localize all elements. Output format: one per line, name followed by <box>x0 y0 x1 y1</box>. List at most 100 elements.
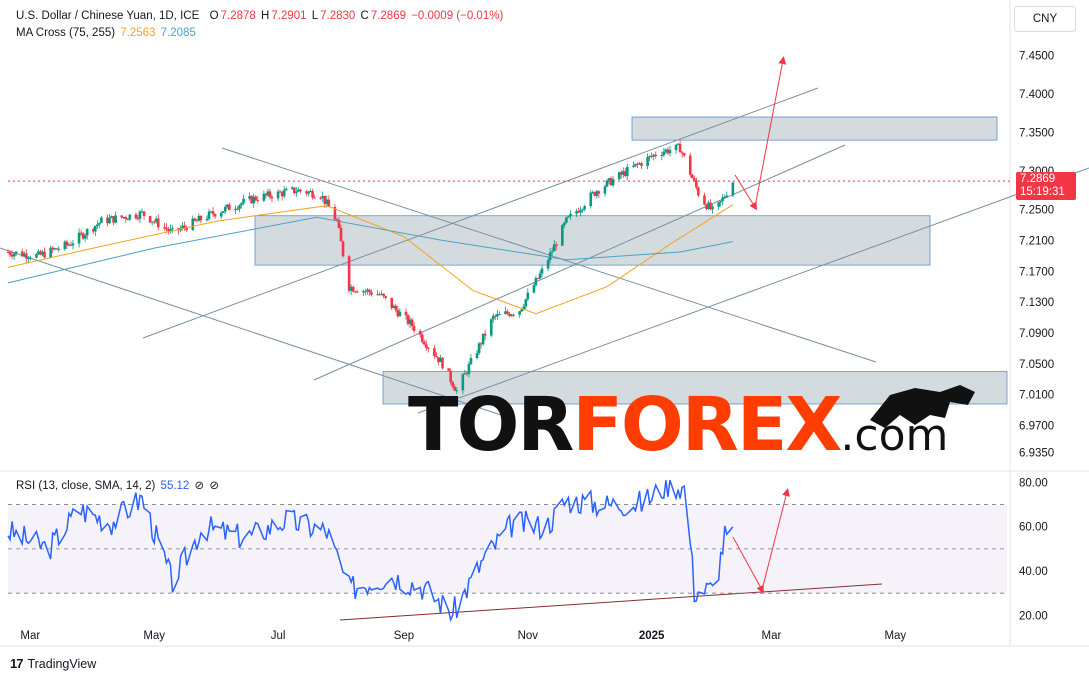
candle-body <box>299 189 302 192</box>
price-tick-2: 7.3500 <box>1019 127 1054 139</box>
candle-body <box>435 355 438 358</box>
candle-body <box>565 217 568 223</box>
time-tick-6: Mar <box>762 630 782 642</box>
candle-body <box>707 202 710 209</box>
candle-body <box>420 334 424 342</box>
candle-body <box>276 191 280 199</box>
rsi-header: RSI (13, close, SMA, 14, 2) 55.12 ⊘ ⊘ <box>16 478 221 492</box>
watermark-part2: FOREX <box>572 382 842 468</box>
candle-body <box>63 241 67 249</box>
candle-body <box>154 218 158 222</box>
rsi-line <box>7 479 734 623</box>
currency-button[interactable]: CNY <box>1014 6 1076 32</box>
candle-body <box>193 218 197 221</box>
time-tick-0: Mar <box>20 630 40 642</box>
candle-body <box>284 188 288 191</box>
candle-body <box>120 215 124 218</box>
candle-body <box>475 353 479 359</box>
candle-body <box>532 285 536 293</box>
ma75-value: 7.2563 <box>120 27 156 39</box>
candle-body <box>705 204 708 209</box>
candle-body <box>236 208 239 210</box>
candle-body <box>498 314 501 316</box>
candle-body <box>453 386 457 391</box>
candle-body <box>447 368 450 371</box>
candle-body <box>362 291 365 293</box>
candle-body <box>688 155 692 175</box>
trend-line-0 <box>0 247 511 419</box>
price-tick-7: 7.1300 <box>1019 297 1054 309</box>
rsi-value: 55.12 <box>160 480 190 492</box>
candle-body <box>282 190 286 197</box>
time-tick-7: May <box>884 630 906 642</box>
rsi-tick-3: 20.00 <box>1019 610 1048 622</box>
candle-body <box>504 311 507 315</box>
candle-body <box>211 211 215 215</box>
candle-body <box>703 195 706 205</box>
candle-body <box>295 191 298 194</box>
candle-body <box>156 218 160 228</box>
candle-body <box>171 228 174 230</box>
candle-body <box>264 193 268 196</box>
candle-body <box>225 204 229 207</box>
price-tick-8: 7.0900 <box>1019 328 1054 340</box>
candle-body <box>43 251 46 258</box>
candle-body <box>256 200 260 202</box>
candle-body <box>449 370 452 382</box>
candle-body <box>441 357 444 369</box>
candle-body <box>148 216 152 223</box>
candle-body <box>250 196 253 204</box>
time-tick-4: Nov <box>518 630 539 642</box>
candle-body <box>126 219 130 221</box>
candle-body <box>611 179 615 186</box>
time-tick-3: Sep <box>394 630 414 642</box>
candle-body <box>617 172 621 180</box>
candle-body <box>605 180 609 187</box>
candle-body <box>83 235 87 239</box>
candle-body <box>24 253 28 259</box>
watermark-part1: TOR <box>408 382 574 468</box>
candle-body <box>680 152 684 154</box>
candle-body <box>668 150 672 154</box>
candle-body <box>219 212 223 217</box>
candle-body <box>422 341 426 345</box>
candle-body <box>85 229 89 236</box>
candle-body <box>575 211 578 214</box>
candle-body <box>577 211 580 213</box>
candle-body <box>646 157 649 166</box>
candle-body <box>717 202 720 207</box>
candle-body <box>583 206 586 210</box>
candle-body <box>463 373 467 375</box>
candle-body <box>305 191 308 194</box>
torforex-watermark: TORFOREX.com <box>408 388 948 462</box>
candle-body <box>569 213 572 217</box>
candle-body <box>221 211 225 213</box>
rsi-tick-1: 60.00 <box>1019 522 1048 534</box>
candle-body <box>110 216 113 219</box>
candle-body <box>197 215 201 221</box>
candle-body <box>10 254 14 257</box>
candle-body <box>140 211 144 213</box>
candle-body <box>581 209 584 211</box>
candle-body <box>114 215 117 223</box>
trend-line-2 <box>142 87 819 339</box>
change-value: −0.0009 (−0.01%) <box>411 10 504 22</box>
candle-body <box>597 191 601 194</box>
candle-body <box>22 253 26 257</box>
candle-body <box>662 151 666 156</box>
tradingview-brand[interactable]: 17 TradingView <box>10 656 96 671</box>
candle-body <box>254 196 258 201</box>
candle-body <box>14 251 18 254</box>
candle-body <box>341 241 345 257</box>
chart-header: U.S. Dollar / Chinese Yuan, 1D, ICE O 7.2… <box>16 10 505 22</box>
candle-body <box>380 293 383 295</box>
candle-body <box>384 296 387 298</box>
tradingview-logo-icon: 17 <box>10 656 24 671</box>
candle-body <box>496 314 499 317</box>
price-tick-12: 6.9350 <box>1019 448 1054 460</box>
candle-body <box>268 191 272 197</box>
candle-body <box>53 248 57 250</box>
candle-body <box>209 211 213 213</box>
candle-body <box>550 251 554 253</box>
